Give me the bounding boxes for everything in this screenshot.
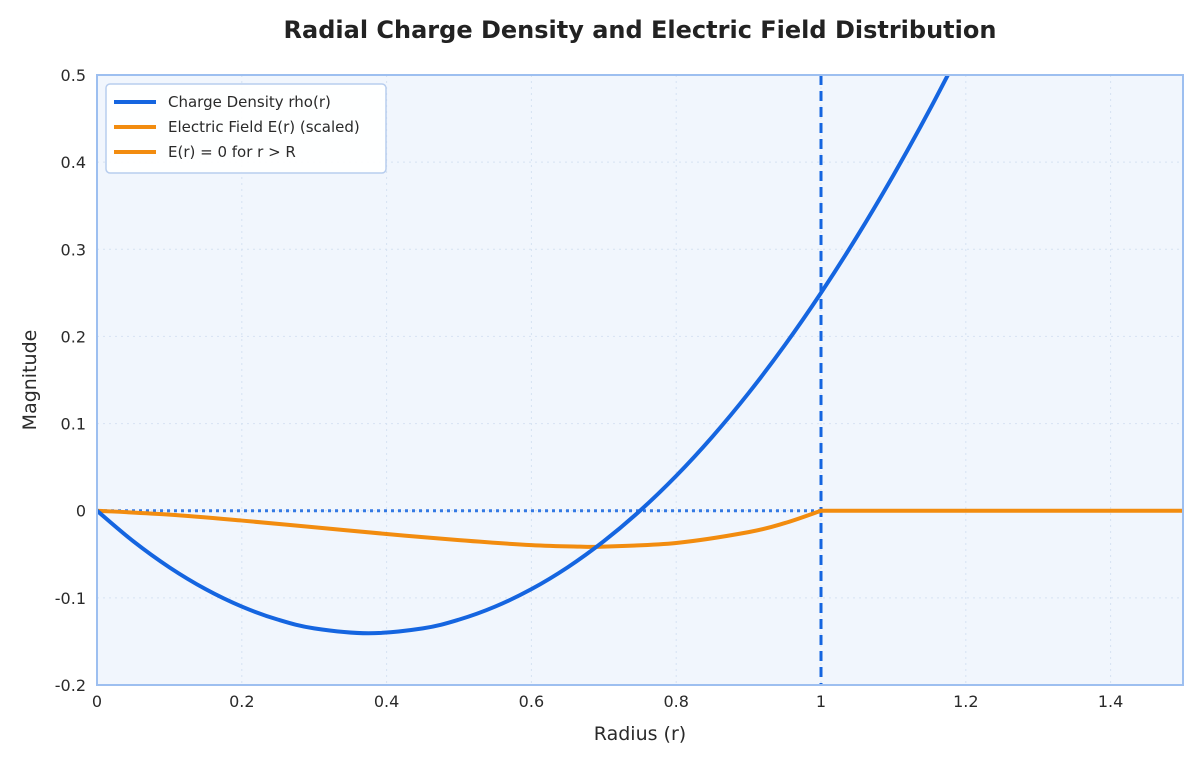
series-line-electric-field-e-r-scaled: [97, 508, 823, 549]
y-tick-label: 0.5: [61, 66, 86, 85]
x-tick-label: 0: [92, 692, 102, 711]
x-tick-label: 0.6: [519, 692, 544, 711]
x-tick-label: 1.2: [953, 692, 978, 711]
plot-frame: [96, 74, 1184, 686]
legend-label-e-r-0-for-r-r: E(r) = 0 for r > R: [168, 143, 296, 161]
y-tick-label: 0.2: [61, 327, 86, 346]
legend-label-electric-field-e-r-scaled: Electric Field E(r) (scaled): [168, 118, 360, 136]
series-line-charge-density-rho-r: [97, 75, 951, 636]
legend-box: [105, 83, 387, 174]
y-axis-label: Magnitude: [19, 330, 41, 431]
x-tick-label: 1.4: [1098, 692, 1123, 711]
legend-label-charge-density-rho-r: Charge Density rho(r): [168, 93, 331, 111]
plot-background: [97, 75, 1183, 685]
y-tick-label: -0.1: [55, 589, 86, 608]
chart-title: Radial Charge Density and Electric Field…: [284, 16, 997, 44]
x-axis-label: Radius (r): [594, 723, 686, 745]
y-axis-ticks: -0.2 -0.1 0 0.1 0.2 0.3 0.4 0.5: [55, 66, 86, 695]
x-axis-ticks: 0 0.2 0.4 0.6 0.8 1 1.2 1.4: [92, 692, 1123, 711]
y-tick-label: -0.2: [55, 676, 86, 695]
x-tick-label: 0.2: [229, 692, 254, 711]
x-tick-label: 0.4: [374, 692, 399, 711]
y-tick-label: 0: [76, 502, 86, 521]
y-tick-label: 0.1: [61, 415, 86, 434]
x-tick-label: 0.8: [663, 692, 688, 711]
y-tick-label: 0.3: [61, 240, 86, 259]
y-tick-label: 0.4: [61, 153, 86, 172]
legend: Charge Density rho(r) Electric Field E(r)…: [105, 83, 387, 174]
x-tick-label: 1: [816, 692, 826, 711]
